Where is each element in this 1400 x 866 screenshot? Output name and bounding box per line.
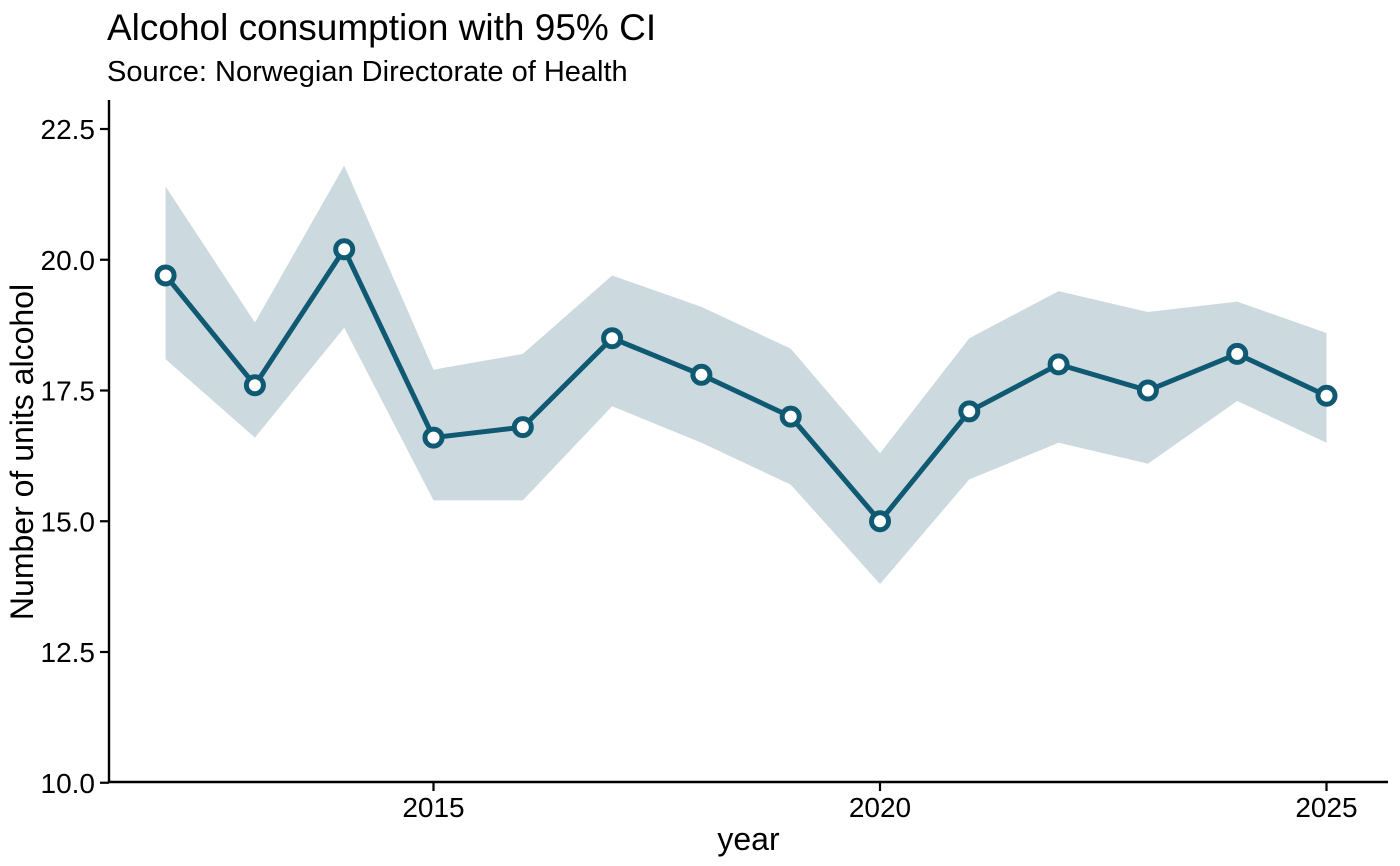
y-axis-tick-label: 12.5: [41, 637, 96, 668]
data-point-2024: [1226, 342, 1249, 365]
data-point-2016: [511, 416, 534, 439]
trend-line: [163, 246, 1329, 524]
x-axis-title: year: [717, 821, 780, 857]
chart-subtitle: Source: Norwegian Directorate of Health: [107, 56, 628, 88]
x-axis-tick-label: 2025: [1295, 792, 1357, 823]
data-point-2025: [1315, 384, 1338, 407]
chart-title: Alcohol consumption with 95% CI: [107, 7, 657, 48]
y-axis-tick-label: 10.0: [41, 768, 96, 799]
confidence-ribbon: [165, 165, 1327, 585]
y-axis-tick-label: 17.5: [41, 376, 96, 407]
data-point-2020: [869, 510, 891, 533]
data-point-2012: [154, 264, 177, 287]
data-point-2014: [333, 238, 356, 261]
y-axis-tick-label: 22.5: [41, 114, 96, 145]
data-point-2017: [601, 327, 624, 350]
y-axis-tick-label: 20.0: [41, 245, 96, 276]
data-point-2021: [958, 400, 981, 423]
y-axis-title: Number of units alcohol: [4, 284, 40, 620]
x-axis-tick-label: 2015: [402, 792, 464, 823]
data-point-2019: [779, 405, 802, 428]
data-point-2018: [690, 363, 713, 386]
x-axis-tick-label: 2020: [849, 792, 911, 823]
data-point-2022: [1047, 353, 1070, 376]
y-axis-tick-label: 15.0: [41, 506, 96, 537]
data-point-2015: [422, 426, 445, 449]
data-point-2013: [243, 374, 266, 397]
data-point-2023: [1136, 379, 1159, 402]
